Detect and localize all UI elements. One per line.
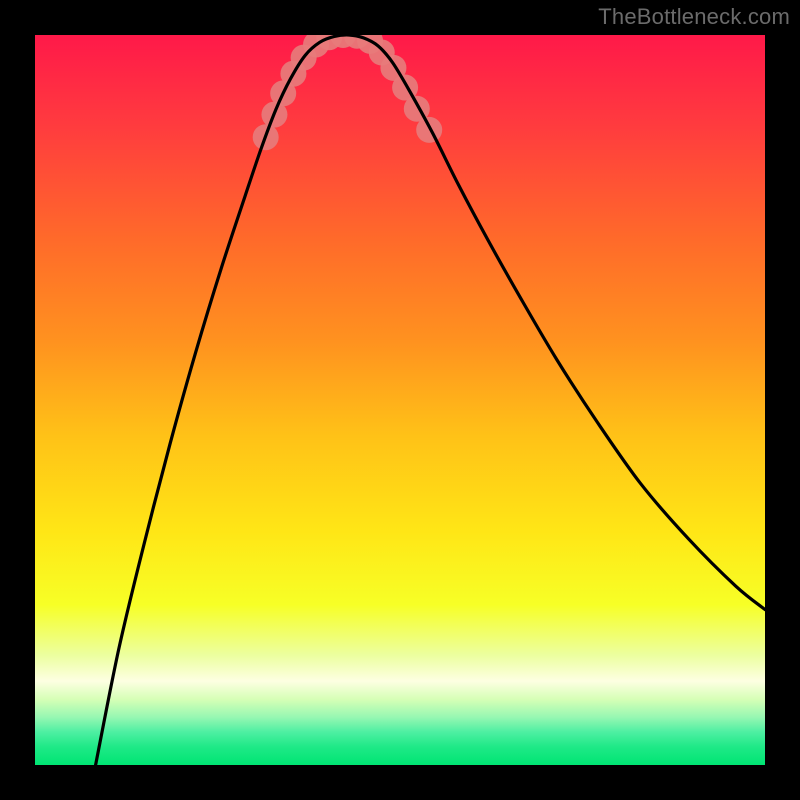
gradient-plot-area [35,35,765,765]
watermark-label: TheBottleneck.com [598,4,790,30]
bottleneck-curve-chart [0,0,800,800]
chart-canvas: TheBottleneck.com [0,0,800,800]
